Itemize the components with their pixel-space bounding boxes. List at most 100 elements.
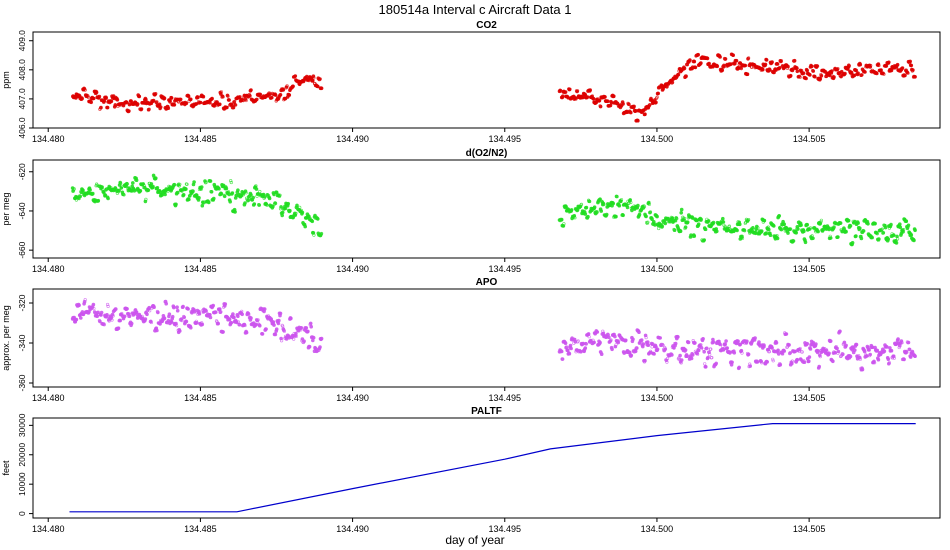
x-tick-label: 134.505 <box>793 264 826 274</box>
data-point <box>267 196 272 201</box>
data-point <box>611 201 616 206</box>
data-point <box>895 62 900 67</box>
data-point <box>293 213 298 217</box>
data-point <box>244 191 248 195</box>
data-point <box>175 324 179 328</box>
data-point <box>151 184 155 189</box>
data-point <box>99 105 103 110</box>
data-point <box>856 71 860 75</box>
data-point <box>625 205 630 210</box>
data-point <box>584 205 589 210</box>
y-tick-label: 408.0 <box>17 59 27 81</box>
data-point <box>621 213 625 218</box>
data-point <box>654 345 658 349</box>
data-point <box>187 197 191 202</box>
data-point <box>310 78 315 83</box>
data-point <box>291 84 295 89</box>
data-point <box>583 346 588 350</box>
data-point <box>198 100 203 105</box>
data-point <box>271 320 276 324</box>
data-point <box>651 220 656 224</box>
data-point <box>775 236 780 241</box>
data-point <box>257 323 262 328</box>
data-point <box>833 350 837 355</box>
data-point <box>272 323 276 327</box>
data-point <box>798 346 802 351</box>
y-tick-label: -360 <box>17 374 27 391</box>
data-point <box>843 71 847 76</box>
data-point <box>619 198 624 202</box>
data-point <box>74 317 79 322</box>
x-axis-label: day of year <box>445 533 504 547</box>
data-point <box>873 221 877 226</box>
data-point <box>212 196 216 201</box>
data-point <box>644 336 648 340</box>
x-tick-label: 134.500 <box>641 264 674 274</box>
data-point <box>134 178 139 182</box>
data-point <box>585 95 590 99</box>
data-point <box>605 332 610 337</box>
data-point <box>629 200 633 205</box>
data-point <box>811 236 815 240</box>
data-point <box>909 63 914 68</box>
data-point <box>230 191 235 195</box>
data-point <box>152 305 156 310</box>
data-point <box>244 330 249 335</box>
data-point <box>318 77 322 81</box>
data-point <box>670 353 674 357</box>
data-point <box>221 95 225 99</box>
data-point <box>180 189 184 193</box>
data-point <box>119 181 123 185</box>
data-point <box>72 187 76 191</box>
data-point <box>229 180 233 185</box>
data-point <box>569 346 573 351</box>
data-point <box>216 321 220 326</box>
data-point <box>273 332 277 336</box>
panel-title: PALTF <box>471 406 502 417</box>
data-point <box>709 347 713 351</box>
data-point <box>842 340 847 345</box>
data-point <box>889 222 893 227</box>
panel-title: APO <box>476 277 498 288</box>
data-point <box>710 356 714 360</box>
data-point <box>184 319 189 324</box>
data-point <box>751 226 755 230</box>
data-point <box>289 316 293 321</box>
data-point <box>803 240 808 245</box>
data-point <box>595 210 599 214</box>
data-point <box>766 227 771 232</box>
data-point <box>771 224 776 228</box>
data-point <box>189 97 193 102</box>
data-point <box>131 181 135 185</box>
data-point <box>804 76 808 81</box>
data-point <box>169 96 174 100</box>
data-point <box>793 349 797 354</box>
data-point <box>647 202 652 206</box>
data-point <box>303 224 308 229</box>
data-point <box>875 348 880 353</box>
data-point <box>788 351 793 355</box>
data-point <box>857 226 862 230</box>
data-point <box>197 196 201 200</box>
data-point <box>299 325 304 330</box>
data-point <box>637 330 641 335</box>
data-point <box>733 61 737 66</box>
data-point <box>258 189 262 194</box>
data-point <box>127 109 131 113</box>
data-point <box>805 341 810 346</box>
data-point <box>904 219 909 223</box>
data-point <box>670 80 675 85</box>
data-point <box>715 64 720 69</box>
data-point <box>192 180 196 184</box>
data-point <box>288 208 292 213</box>
data-point <box>740 236 745 240</box>
data-point <box>100 185 104 189</box>
x-tick-label: 134.500 <box>641 524 674 534</box>
data-point <box>223 302 228 306</box>
data-point <box>603 95 607 99</box>
data-point <box>319 86 324 91</box>
data-point <box>651 351 656 356</box>
data-point <box>560 94 565 98</box>
data-point <box>869 235 874 239</box>
